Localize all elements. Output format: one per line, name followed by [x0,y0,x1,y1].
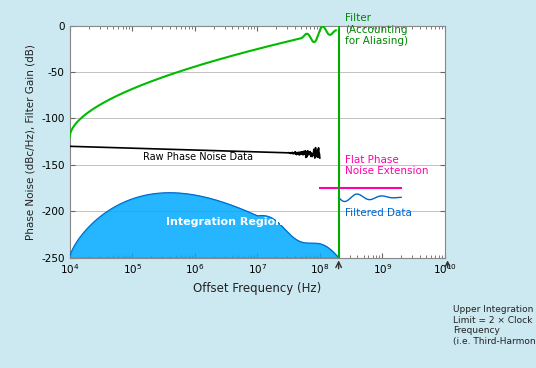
Text: Upper Integration
Limit = 2 × Clock
Frequency
(i.e. Third-Harmonic): Upper Integration Limit = 2 × Clock Freq… [453,305,536,346]
Text: Integration Region: Integration Region [166,217,283,227]
Text: Filter
(Accounting
for Aliasing): Filter (Accounting for Aliasing) [345,13,408,46]
Text: Filtered Data: Filtered Data [345,208,412,218]
Text: Raw Phase Noise Data: Raw Phase Noise Data [143,152,253,162]
Y-axis label: Phase Noise (dBc/Hz), Filter Gain (dB): Phase Noise (dBc/Hz), Filter Gain (dB) [26,44,36,240]
Text: Flat Phase
Noise Extension: Flat Phase Noise Extension [345,155,428,176]
X-axis label: Offset Frequency (Hz): Offset Frequency (Hz) [193,282,322,295]
